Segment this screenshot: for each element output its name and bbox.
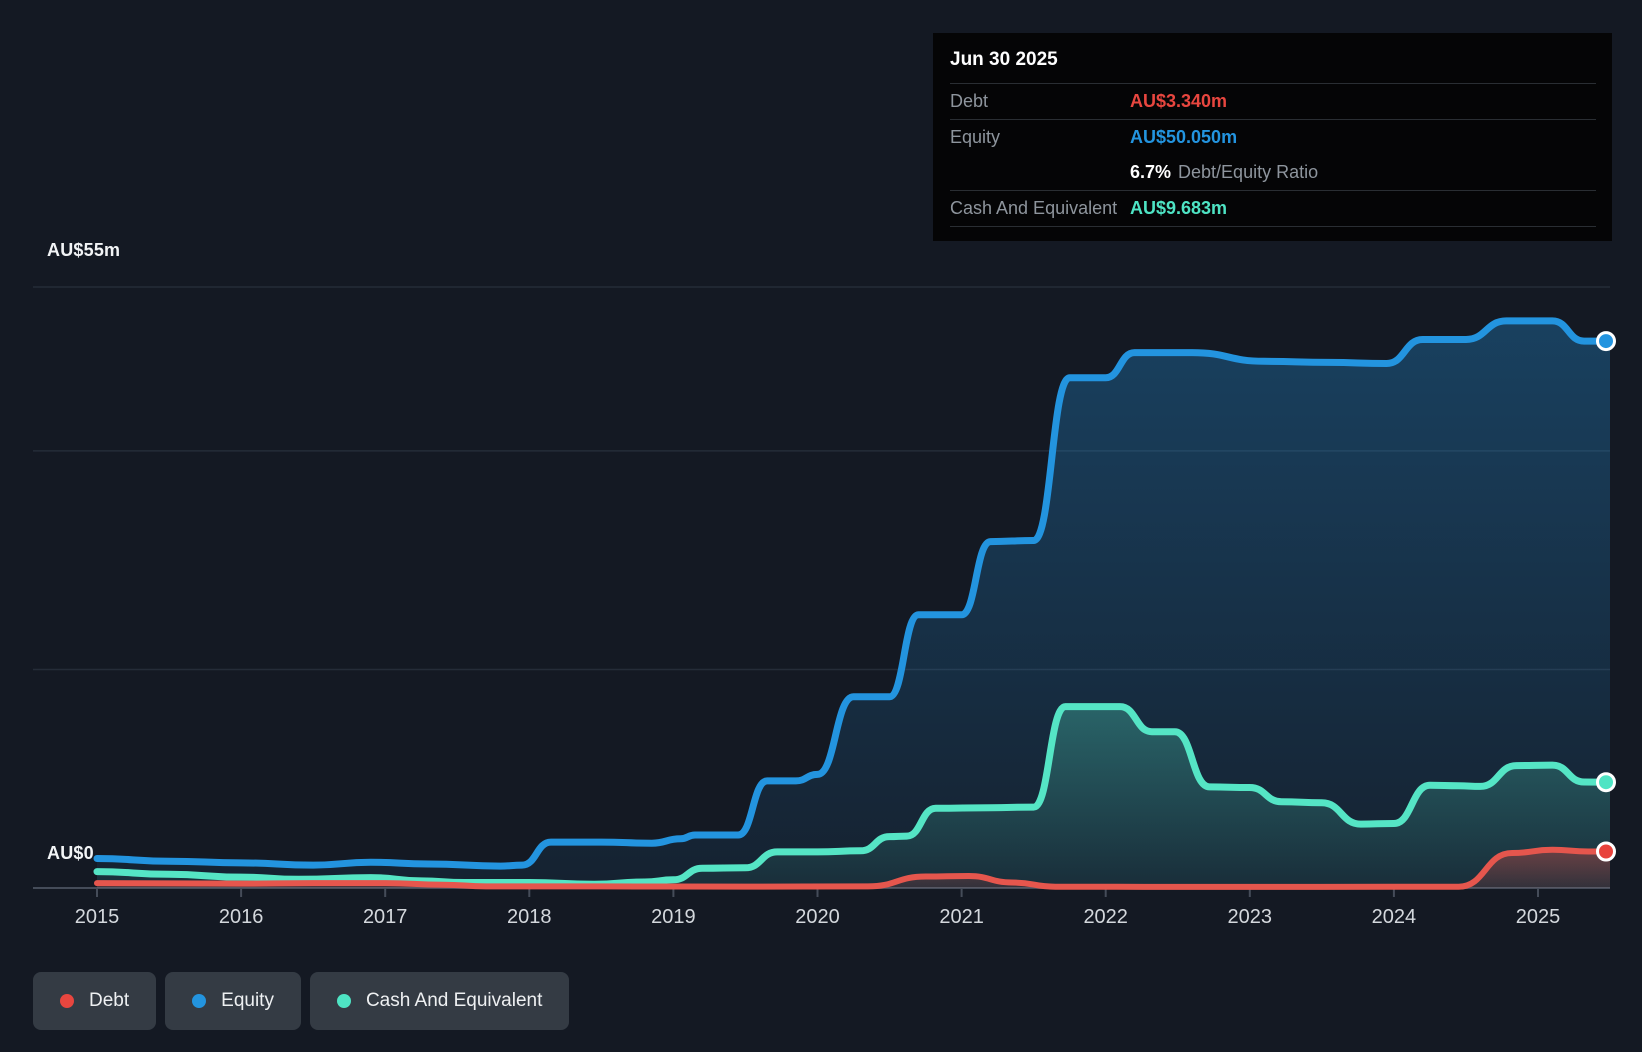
x-tick-label-2023: 2023	[1205, 906, 1295, 929]
legend-item-cash[interactable]: Cash And Equivalent	[310, 972, 569, 1030]
debt-series-dot-icon	[60, 994, 74, 1008]
legend-item-equity[interactable]: Equity	[165, 972, 301, 1030]
legend-debt-label: Debt	[89, 990, 129, 1012]
tooltip-row-cash: Cash And Equivalent AU$9.683m	[950, 191, 1596, 227]
x-tick-label-2017: 2017	[340, 906, 430, 929]
tooltip-cash-value: AU$9.683m	[1130, 198, 1227, 219]
tooltip: Jun 30 2025 Debt AU$3.340m Equity AU$50.…	[933, 33, 1612, 241]
legend-item-debt[interactable]: Debt	[33, 972, 156, 1030]
tooltip-equity-value: AU$50.050m	[1130, 127, 1237, 148]
tooltip-date: Jun 30 2025	[950, 45, 1596, 84]
equity-end-marker	[1598, 333, 1615, 350]
tooltip-ratio-label: Debt/Equity Ratio	[1178, 162, 1318, 183]
legend-cash-label: Cash And Equivalent	[366, 990, 542, 1012]
tooltip-cash-label: Cash And Equivalent	[950, 198, 1130, 219]
tooltip-row-equity: Equity AU$50.050m	[950, 120, 1596, 155]
y-axis-max-label: AU$55m	[47, 240, 120, 261]
cash-end-marker	[1598, 774, 1615, 791]
tooltip-row-debt: Debt AU$3.340m	[950, 84, 1596, 120]
tooltip-row-ratio: 6.7% Debt/Equity Ratio	[950, 155, 1596, 191]
tooltip-ratio-value: 6.7%	[1130, 162, 1171, 183]
x-tick-label-2016: 2016	[196, 906, 286, 929]
x-tick-label-2024: 2024	[1349, 906, 1439, 929]
x-tick-label-2022: 2022	[1061, 906, 1151, 929]
debt-end-marker	[1598, 843, 1615, 860]
x-tick-label-2021: 2021	[917, 906, 1007, 929]
equity-area	[97, 321, 1610, 888]
x-axis-labels: 2015 2016 2017 2018 2019 2020 2021 2022 2023 2024…	[0, 906, 1642, 936]
cash-series-dot-icon	[337, 994, 351, 1008]
x-tick-label-2018: 2018	[484, 906, 574, 929]
equity-series-dot-icon	[192, 994, 206, 1008]
balance-sheet-history-chart: AU$55m AU$0 2015 2016 2017 2018 2019 2020 2021…	[0, 0, 1642, 1052]
x-tick-label-2019: 2019	[628, 906, 718, 929]
tooltip-debt-value: AU$3.340m	[1130, 91, 1227, 112]
x-tick-label-2020: 2020	[773, 906, 863, 929]
tooltip-equity-label: Equity	[950, 127, 1130, 148]
legend: Debt Equity Cash And Equivalent	[33, 972, 569, 1030]
x-tick-label-2025: 2025	[1493, 906, 1583, 929]
x-tick-label-2015: 2015	[52, 906, 142, 929]
legend-equity-label: Equity	[221, 990, 274, 1012]
y-axis-zero-label: AU$0	[47, 843, 94, 864]
tooltip-debt-label: Debt	[950, 91, 1130, 112]
